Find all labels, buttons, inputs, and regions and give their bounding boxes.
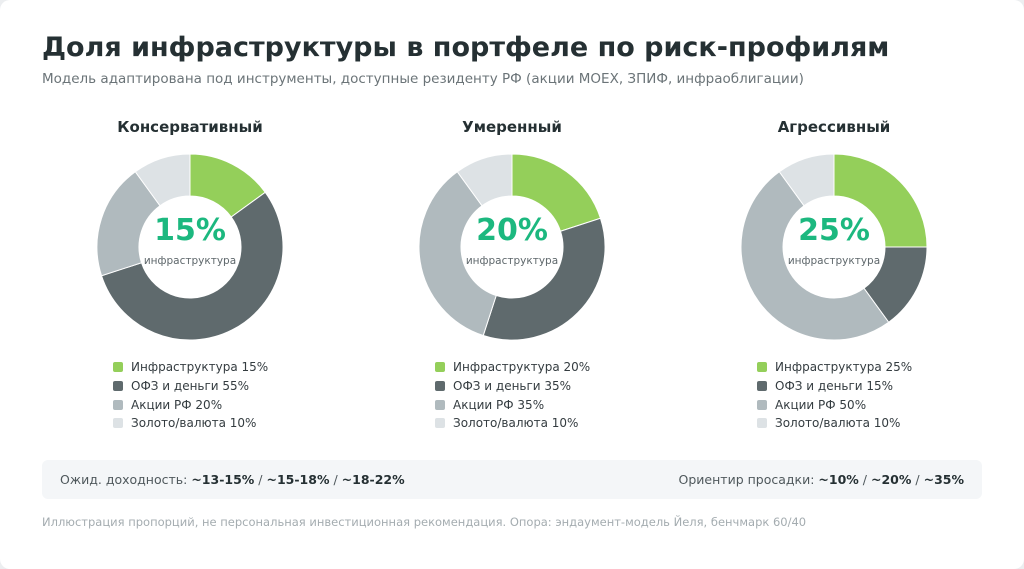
legend-swatch	[435, 399, 445, 410]
legend-label: Акции РФ 20%	[131, 397, 223, 412]
legend-item: Инфраструктура 20%	[435, 358, 590, 377]
donut-slice-gold	[134, 153, 191, 207]
legend-swatch	[113, 362, 123, 373]
legend-item: Инфраструктура 25%	[757, 358, 912, 377]
center-label: инфраструктура	[787, 255, 881, 267]
legend-swatch	[113, 399, 123, 410]
donut-slice-gold	[456, 153, 513, 207]
legend: Инфраструктура 20% ОФЗ и деньги 35% Акци…	[435, 358, 590, 433]
donut-slice-infra	[833, 153, 928, 248]
legend-item: ОФЗ и деньги 15%	[757, 377, 912, 396]
legend-label: Золото/валюта 10%	[453, 416, 579, 431]
legend-label: Акции РФ 50%	[775, 397, 867, 412]
legend-item: ОФЗ и деньги 55%	[113, 377, 268, 396]
donut-slice-ofz	[100, 191, 284, 341]
return-conservative: ~13-15%	[191, 472, 255, 487]
legend-swatch	[435, 362, 445, 373]
donut-slice-gold	[778, 153, 835, 207]
separator: /	[258, 472, 263, 487]
legend-label: ОФЗ и деньги 55%	[131, 379, 250, 394]
legend-swatch	[757, 381, 767, 392]
donut-svg	[96, 153, 284, 341]
expected-return-label: Ожид. доходность:	[60, 472, 188, 487]
donut-slice-stocks	[418, 171, 497, 337]
legend-item: Акции РФ 20%	[113, 395, 268, 414]
drawdown-conservative: ~10%	[818, 472, 859, 487]
legend-label: Инфраструктура 15%	[131, 360, 269, 375]
donut-svg	[418, 153, 606, 341]
expected-return: Ожид. доходность: ~13-15% / ~15-18% / ~1…	[60, 472, 405, 487]
chart-title: Умеренный	[462, 118, 562, 136]
legend-item: Золото/валюта 10%	[435, 414, 590, 433]
center-value: 15%	[154, 213, 226, 248]
legend-swatch	[435, 418, 445, 429]
donut-chart: 20% инфраструктура	[417, 152, 607, 342]
drawdown-aggressive: ~35%	[923, 472, 964, 487]
legend: Инфраструктура 15% ОФЗ и деньги 55% Акци…	[113, 358, 268, 433]
legend-swatch	[113, 418, 123, 429]
donut-chart: 15% инфраструктура	[95, 152, 285, 342]
legend-label: ОФЗ и деньги 35%	[453, 379, 572, 394]
legend-item: Золото/валюта 10%	[113, 414, 268, 433]
donut-slice-ofz	[482, 217, 606, 341]
chart-title: Консервативный	[117, 118, 263, 136]
separator: /	[333, 472, 338, 487]
legend-swatch	[757, 399, 767, 410]
drawdown-moderate: ~20%	[871, 472, 912, 487]
center-label: инфраструктура	[465, 255, 559, 267]
separator: /	[862, 472, 868, 487]
legend-swatch	[757, 418, 767, 429]
legend-item: Золото/валюта 10%	[757, 414, 912, 433]
donut-slice-stocks	[740, 171, 890, 341]
return-aggressive: ~18-22%	[341, 472, 405, 487]
legend-swatch	[757, 362, 767, 373]
return-moderate: ~15-18%	[266, 472, 330, 487]
center-label: инфраструктура	[143, 255, 237, 267]
legend-label: Акции РФ 35%	[453, 397, 545, 412]
page-title: Доля инфраструктуры в портфеле по риск-п…	[42, 32, 890, 63]
chart-panel-moderate: Умеренный 20% инфраструктура Инфраструкт…	[362, 116, 662, 446]
center-value: 20%	[476, 213, 548, 248]
legend-item: ОФЗ и деньги 35%	[435, 377, 590, 396]
chart-panel-aggressive: Агрессивный 25% инфраструктура Инфрастру…	[684, 116, 984, 446]
page-subtitle: Модель адаптирована под инструменты, дос…	[42, 71, 804, 87]
legend-label: Инфраструктура 25%	[775, 360, 913, 375]
legend-label: Золото/валюта 10%	[775, 416, 901, 431]
legend-swatch	[435, 381, 445, 392]
max-drawdown: Ориентир просадки: ~10% / ~20% / ~35%	[679, 472, 964, 487]
legend-label: Золото/валюта 10%	[131, 416, 257, 431]
legend-item: Акции РФ 35%	[435, 395, 590, 414]
summary-bar: Ожид. доходность: ~13-15% / ~15-18% / ~1…	[42, 460, 982, 499]
legend-item: Акции РФ 50%	[757, 395, 912, 414]
legend-label: ОФЗ и деньги 15%	[775, 379, 894, 394]
legend-item: Инфраструктура 15%	[113, 358, 268, 377]
chart-title: Агрессивный	[777, 118, 891, 136]
donut-chart: 25% инфраструктура	[739, 152, 929, 342]
center-value: 25%	[798, 213, 870, 248]
donut-svg	[740, 153, 928, 341]
chart-panel-conservative: Консервативный 15% инфраструктура Инфрас…	[40, 116, 340, 446]
legend: Инфраструктура 25% ОФЗ и деньги 15% Акци…	[757, 358, 912, 433]
footnote: Иллюстрация пропорций, не персональная и…	[42, 515, 807, 529]
legend-label: Инфраструктура 20%	[453, 360, 591, 375]
legend-swatch	[113, 381, 123, 392]
drawdown-label: Ориентир просадки:	[678, 472, 815, 487]
separator: /	[915, 472, 920, 487]
